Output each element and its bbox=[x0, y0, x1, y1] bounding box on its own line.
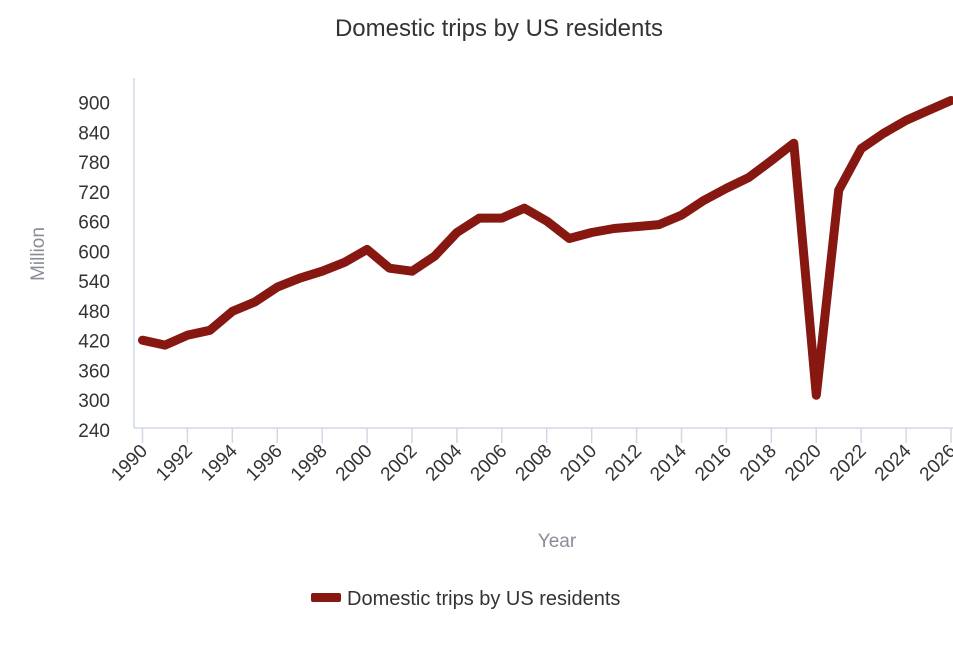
chart-title: Domestic trips by US residents bbox=[335, 15, 663, 42]
y-tick-label: 300 bbox=[78, 391, 110, 412]
x-tick-label: 2024 bbox=[871, 440, 916, 485]
y-axis-label: Million bbox=[28, 227, 49, 281]
y-tick-label: 480 bbox=[78, 302, 110, 323]
x-tick-label: 2008 bbox=[512, 441, 557, 486]
x-tick-label: 1994 bbox=[197, 440, 242, 485]
series-line bbox=[138, 96, 953, 400]
legend-swatch bbox=[311, 593, 341, 602]
x-tick-label: 2016 bbox=[691, 441, 736, 486]
y-tick-label: 600 bbox=[78, 242, 110, 263]
x-tick-label: 1996 bbox=[242, 441, 287, 486]
x-tick-label: 2018 bbox=[736, 441, 781, 486]
y-tick-label: 840 bbox=[78, 123, 110, 144]
y-tick-label: 360 bbox=[78, 361, 110, 382]
x-axis-label: Year bbox=[538, 531, 577, 552]
x-tick-label: 2022 bbox=[826, 441, 871, 486]
x-tick-label: 1998 bbox=[287, 441, 332, 486]
legend-label: Domestic trips by US residents bbox=[347, 588, 620, 610]
y-tick-label: 240 bbox=[78, 421, 110, 442]
y-tick-label: 540 bbox=[78, 272, 110, 293]
x-tick-label: 2010 bbox=[556, 441, 601, 486]
x-tick-label: 1990 bbox=[107, 441, 152, 486]
x-tick-label: 2026 bbox=[916, 441, 953, 486]
y-tick-label: 660 bbox=[78, 213, 110, 234]
x-tick-label: 2006 bbox=[467, 441, 512, 486]
y-tick-label: 720 bbox=[78, 183, 110, 204]
x-tick-label: 2000 bbox=[332, 441, 377, 486]
x-tick-label: 2004 bbox=[422, 440, 467, 485]
x-tick-label: 2014 bbox=[646, 440, 691, 485]
x-tick-label: 1992 bbox=[152, 441, 197, 486]
x-tick-label: 2012 bbox=[601, 441, 646, 486]
y-tick-label: 900 bbox=[78, 94, 110, 115]
x-tick-label: 2020 bbox=[781, 441, 826, 486]
y-tick-label: 420 bbox=[78, 332, 110, 353]
y-tick-label: 780 bbox=[78, 153, 110, 174]
x-tick-label: 2002 bbox=[377, 441, 422, 486]
legend: Domestic trips by US residents bbox=[311, 588, 620, 610]
